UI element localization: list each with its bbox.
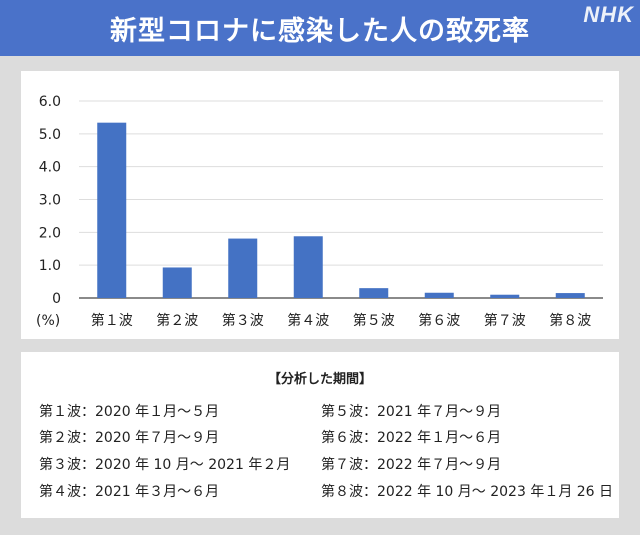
y-tick-label: 2.0 xyxy=(39,225,61,241)
bar-1 xyxy=(97,122,127,298)
period-item-wave2: 第２波：2020 年７月〜９月 xyxy=(39,430,220,446)
bar-2 xyxy=(162,267,192,298)
period-item-wave5: 第５波：2021 年７月〜９月 xyxy=(321,404,502,420)
y-tick-label: 1.0 xyxy=(39,258,61,274)
y-tick-label: 3.0 xyxy=(39,193,61,209)
x-category-label: 第２波 xyxy=(156,312,198,329)
period-item-wave1: 第１波：2020 年１月〜５月 xyxy=(39,404,220,420)
period-title: 【分析した期間】 xyxy=(267,372,372,387)
header-bar: 新型コロナに感染した人の致死率 NHK xyxy=(0,0,640,56)
bar-4 xyxy=(293,236,323,298)
period-item-wave6: 第６波：2022 年１月〜６月 xyxy=(321,430,502,446)
period-panel: 【分析した期間】 第１波：2020 年１月〜５月 第２波：2020 年７月〜９月… xyxy=(21,352,619,518)
y-tick-label: 6.0 xyxy=(39,94,61,110)
period-item-wave4: 第４波：2021 年３月〜６月 xyxy=(39,484,220,500)
period-item-wave7: 第７波：2022 年７月〜９月 xyxy=(321,457,502,473)
x-category-label: 第８波 xyxy=(549,312,591,329)
bar-8 xyxy=(555,293,585,298)
x-category-label: 第４波 xyxy=(287,312,329,329)
x-category-label: 第７波 xyxy=(484,312,526,329)
bar-7 xyxy=(490,294,520,298)
y-tick-label: 4.0 xyxy=(39,160,61,176)
x-category-label: 第１波 xyxy=(91,312,133,329)
y-tick-label: 0 xyxy=(52,291,61,307)
x-category-label: 第６波 xyxy=(418,312,460,329)
bar-chart: 6.0 5.0 4.0 3.0 2.0 1.0 0 (%) 第１波 第２波 第３波 第４波 第５波 第６波… xyxy=(36,94,603,329)
chart-panel: 6.0 5.0 4.0 3.0 2.0 1.0 0 (%) 第１波 第２波 第３波 第４波 第５波 第６波… xyxy=(21,71,619,339)
x-category-label: 第３波 xyxy=(222,312,264,329)
y-tick-label: 5.0 xyxy=(39,127,61,143)
nhk-logo: NHK xyxy=(583,2,634,27)
page-title: 新型コロナに感染した人の致死率 xyxy=(110,15,530,47)
x-category-label: 第５波 xyxy=(353,312,395,329)
bar-5 xyxy=(359,288,389,298)
bar-3 xyxy=(228,238,258,298)
y-axis-unit-label: (%) xyxy=(36,313,60,329)
period-item-wave8: 第８波：2022 年 10 月〜 2023 年１月 26 日 xyxy=(321,484,614,500)
bar-6 xyxy=(424,292,454,298)
period-item-wave3: 第３波：2020 年 10 月〜 2021 年２月 xyxy=(39,457,291,473)
